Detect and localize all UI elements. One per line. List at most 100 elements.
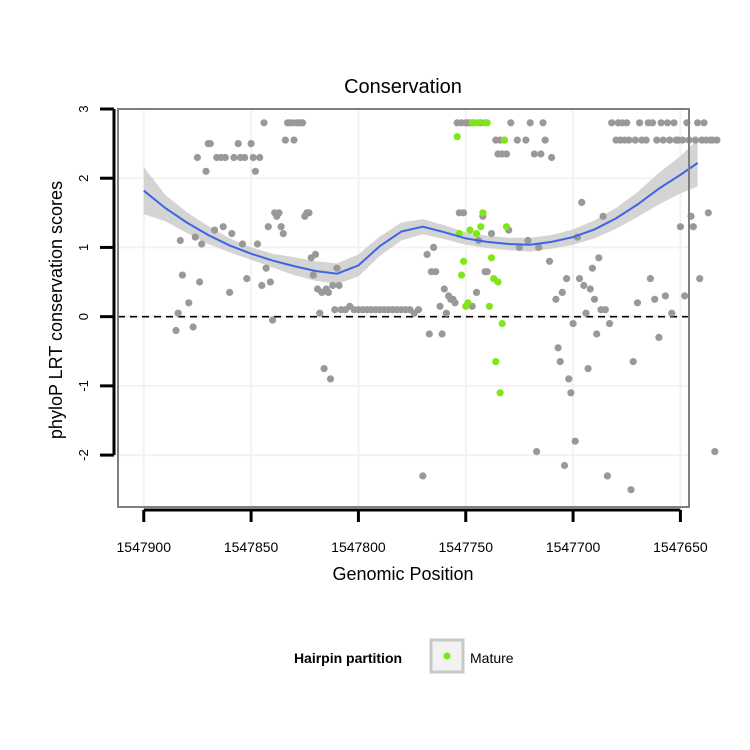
point-mature-3 bbox=[460, 257, 468, 265]
point-other-87 bbox=[419, 472, 427, 480]
point-other-63 bbox=[326, 375, 335, 383]
point-other-205 bbox=[700, 119, 708, 127]
point-mature-22 bbox=[500, 136, 508, 144]
point-other-64 bbox=[329, 281, 337, 290]
point-other-171 bbox=[625, 136, 633, 144]
point-other-157 bbox=[593, 330, 601, 338]
point-other-178 bbox=[642, 136, 650, 144]
point-other-176 bbox=[636, 119, 644, 127]
point-other-185 bbox=[657, 119, 665, 127]
data-points bbox=[172, 119, 721, 494]
point-other-94 bbox=[438, 330, 446, 338]
point-mature-23 bbox=[502, 223, 511, 231]
point-other-96 bbox=[442, 309, 450, 317]
x-tick-label-5: 1547650 bbox=[653, 539, 708, 555]
point-other-86 bbox=[414, 306, 423, 314]
point-other-146 bbox=[569, 320, 577, 328]
point-other-191 bbox=[670, 119, 678, 127]
legend-mature-label: Mature bbox=[470, 650, 514, 666]
point-mature-15 bbox=[485, 302, 493, 310]
point-other-18 bbox=[226, 288, 234, 296]
point-other-201 bbox=[691, 136, 700, 144]
point-other-67 bbox=[335, 281, 343, 290]
point-other-26 bbox=[247, 140, 255, 148]
point-other-162 bbox=[603, 472, 612, 480]
point-other-139 bbox=[554, 344, 562, 352]
point-other-6 bbox=[191, 233, 199, 241]
point-other-126 bbox=[515, 243, 524, 251]
point-other-35 bbox=[266, 278, 274, 286]
point-other-0 bbox=[172, 326, 180, 335]
x-tick-label-1: 1547850 bbox=[224, 539, 279, 555]
point-other-164 bbox=[608, 119, 616, 127]
point-other-142 bbox=[560, 461, 569, 470]
point-other-46 bbox=[290, 136, 298, 144]
point-other-174 bbox=[631, 136, 639, 144]
point-mature-2 bbox=[457, 271, 466, 279]
point-other-129 bbox=[526, 119, 534, 127]
point-other-124 bbox=[507, 119, 515, 127]
point-other-27 bbox=[249, 153, 257, 162]
point-mature-20 bbox=[496, 389, 504, 397]
point-other-104 bbox=[460, 209, 468, 217]
point-other-196 bbox=[681, 292, 689, 300]
point-other-189 bbox=[666, 136, 674, 144]
point-other-13 bbox=[211, 226, 219, 234]
point-other-16 bbox=[219, 223, 227, 231]
point-other-136 bbox=[545, 257, 554, 265]
point-other-127 bbox=[522, 136, 530, 144]
point-other-116 bbox=[487, 230, 496, 238]
point-other-7 bbox=[193, 153, 201, 162]
point-mature-11 bbox=[477, 223, 485, 231]
point-other-28 bbox=[251, 167, 259, 175]
point-mature-21 bbox=[498, 320, 506, 328]
point-mature-10 bbox=[475, 119, 483, 127]
point-other-12 bbox=[206, 140, 214, 148]
x-axis: 1547900 1547850 1547800 1547750 1547700 15476… bbox=[117, 508, 708, 555]
point-other-138 bbox=[552, 295, 560, 303]
y-tick-label-4: 2 bbox=[76, 175, 91, 182]
point-other-115 bbox=[483, 268, 491, 276]
point-other-163 bbox=[606, 320, 614, 328]
point-other-210 bbox=[711, 448, 719, 456]
point-other-180 bbox=[646, 275, 655, 283]
confidence-band bbox=[143, 139, 698, 285]
point-other-36 bbox=[269, 316, 277, 324]
point-other-161 bbox=[601, 306, 609, 314]
x-tick-label-3: 1547750 bbox=[438, 539, 493, 555]
point-other-5 bbox=[189, 323, 197, 331]
point-other-181 bbox=[648, 119, 657, 127]
point-other-175 bbox=[633, 299, 642, 307]
point-other-42 bbox=[281, 136, 289, 144]
point-other-143 bbox=[563, 275, 571, 283]
point-other-190 bbox=[668, 309, 676, 317]
y-tick-label-2: 0 bbox=[76, 313, 91, 320]
y-tick-label-0: -2 bbox=[76, 449, 91, 461]
point-other-60 bbox=[320, 365, 328, 373]
point-other-8 bbox=[196, 278, 204, 286]
point-other-9 bbox=[198, 240, 206, 248]
point-other-195 bbox=[679, 136, 687, 144]
legend-key-mature-dot bbox=[443, 652, 451, 660]
point-other-2 bbox=[176, 236, 184, 245]
point-other-66 bbox=[333, 264, 341, 272]
point-other-65 bbox=[331, 306, 339, 314]
point-other-40 bbox=[277, 223, 285, 231]
point-other-184 bbox=[655, 333, 663, 341]
point-other-154 bbox=[586, 285, 594, 293]
point-other-88 bbox=[423, 250, 431, 258]
point-other-170 bbox=[623, 119, 631, 127]
y-axis: -2 -1 0 1 2 3 bbox=[76, 105, 116, 461]
point-other-58 bbox=[316, 309, 324, 317]
point-other-31 bbox=[258, 281, 266, 290]
point-other-145 bbox=[567, 389, 575, 397]
point-other-53 bbox=[305, 209, 313, 217]
point-other-95 bbox=[440, 285, 448, 293]
point-other-152 bbox=[582, 309, 590, 317]
point-mature-9 bbox=[472, 230, 481, 238]
point-other-158 bbox=[595, 254, 603, 262]
point-other-186 bbox=[659, 136, 667, 144]
point-other-194 bbox=[676, 223, 685, 231]
point-other-17 bbox=[221, 153, 229, 162]
